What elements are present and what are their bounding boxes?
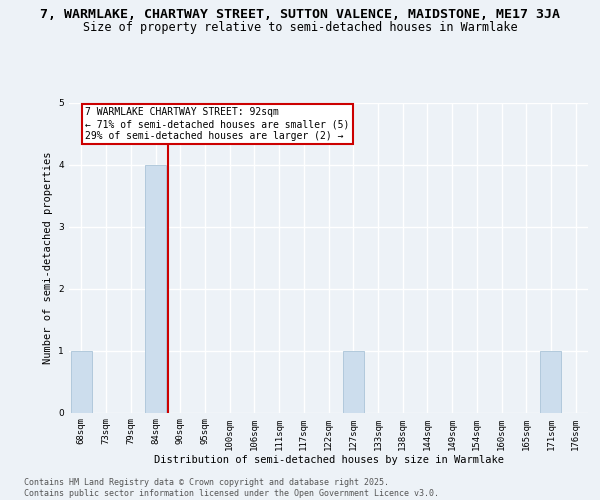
- X-axis label: Distribution of semi-detached houses by size in Warmlake: Distribution of semi-detached houses by …: [154, 455, 503, 465]
- Text: Contains HM Land Registry data © Crown copyright and database right 2025.
Contai: Contains HM Land Registry data © Crown c…: [24, 478, 439, 498]
- Y-axis label: Number of semi-detached properties: Number of semi-detached properties: [43, 151, 53, 364]
- Bar: [343, 350, 364, 412]
- Text: 7 WARMLAKE CHARTWAY STREET: 92sqm
← 71% of semi-detached houses are smaller (5)
: 7 WARMLAKE CHARTWAY STREET: 92sqm ← 71% …: [85, 108, 349, 140]
- Bar: [145, 164, 166, 412]
- Bar: [71, 350, 92, 412]
- Text: 7, WARMLAKE, CHARTWAY STREET, SUTTON VALENCE, MAIDSTONE, ME17 3JA: 7, WARMLAKE, CHARTWAY STREET, SUTTON VAL…: [40, 8, 560, 20]
- Bar: [541, 350, 562, 412]
- Text: Size of property relative to semi-detached houses in Warmlake: Size of property relative to semi-detach…: [83, 21, 517, 34]
